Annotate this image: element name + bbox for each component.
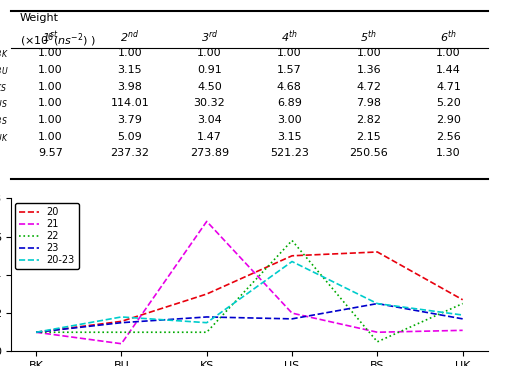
Line: 20: 20	[36, 252, 463, 332]
23	[33, 330, 39, 335]
21	[374, 330, 381, 335]
20-23	[374, 301, 381, 306]
20-23	[459, 313, 466, 317]
21	[459, 328, 466, 333]
22	[459, 301, 466, 306]
23	[289, 317, 295, 321]
22	[204, 330, 210, 335]
20	[374, 250, 381, 254]
Line: 20-23: 20-23	[36, 262, 463, 332]
Legend: 20, 21, 22, 23, 20-23: 20, 21, 22, 23, 20-23	[15, 203, 79, 269]
Line: 22: 22	[36, 240, 463, 342]
20-23	[289, 259, 295, 264]
23	[374, 301, 381, 306]
Text: Weight: Weight	[20, 13, 59, 23]
21	[289, 311, 295, 315]
21	[33, 330, 39, 335]
23	[204, 315, 210, 319]
Line: 23: 23	[36, 303, 463, 332]
Line: 21: 21	[36, 221, 463, 344]
21	[204, 219, 210, 224]
20	[204, 292, 210, 296]
20-23	[204, 321, 210, 325]
Text: ($\times$10$^6$($ns^{-2}$) ): ($\times$10$^6$($ns^{-2}$) )	[20, 31, 96, 49]
22	[289, 238, 295, 243]
21	[118, 341, 124, 346]
20	[33, 330, 39, 335]
22	[374, 340, 381, 344]
20-23	[33, 330, 39, 335]
22	[33, 330, 39, 335]
20	[118, 319, 124, 324]
20	[459, 298, 466, 302]
20	[289, 254, 295, 258]
23	[459, 317, 466, 321]
23	[118, 321, 124, 325]
22	[118, 330, 124, 335]
20-23	[118, 315, 124, 319]
